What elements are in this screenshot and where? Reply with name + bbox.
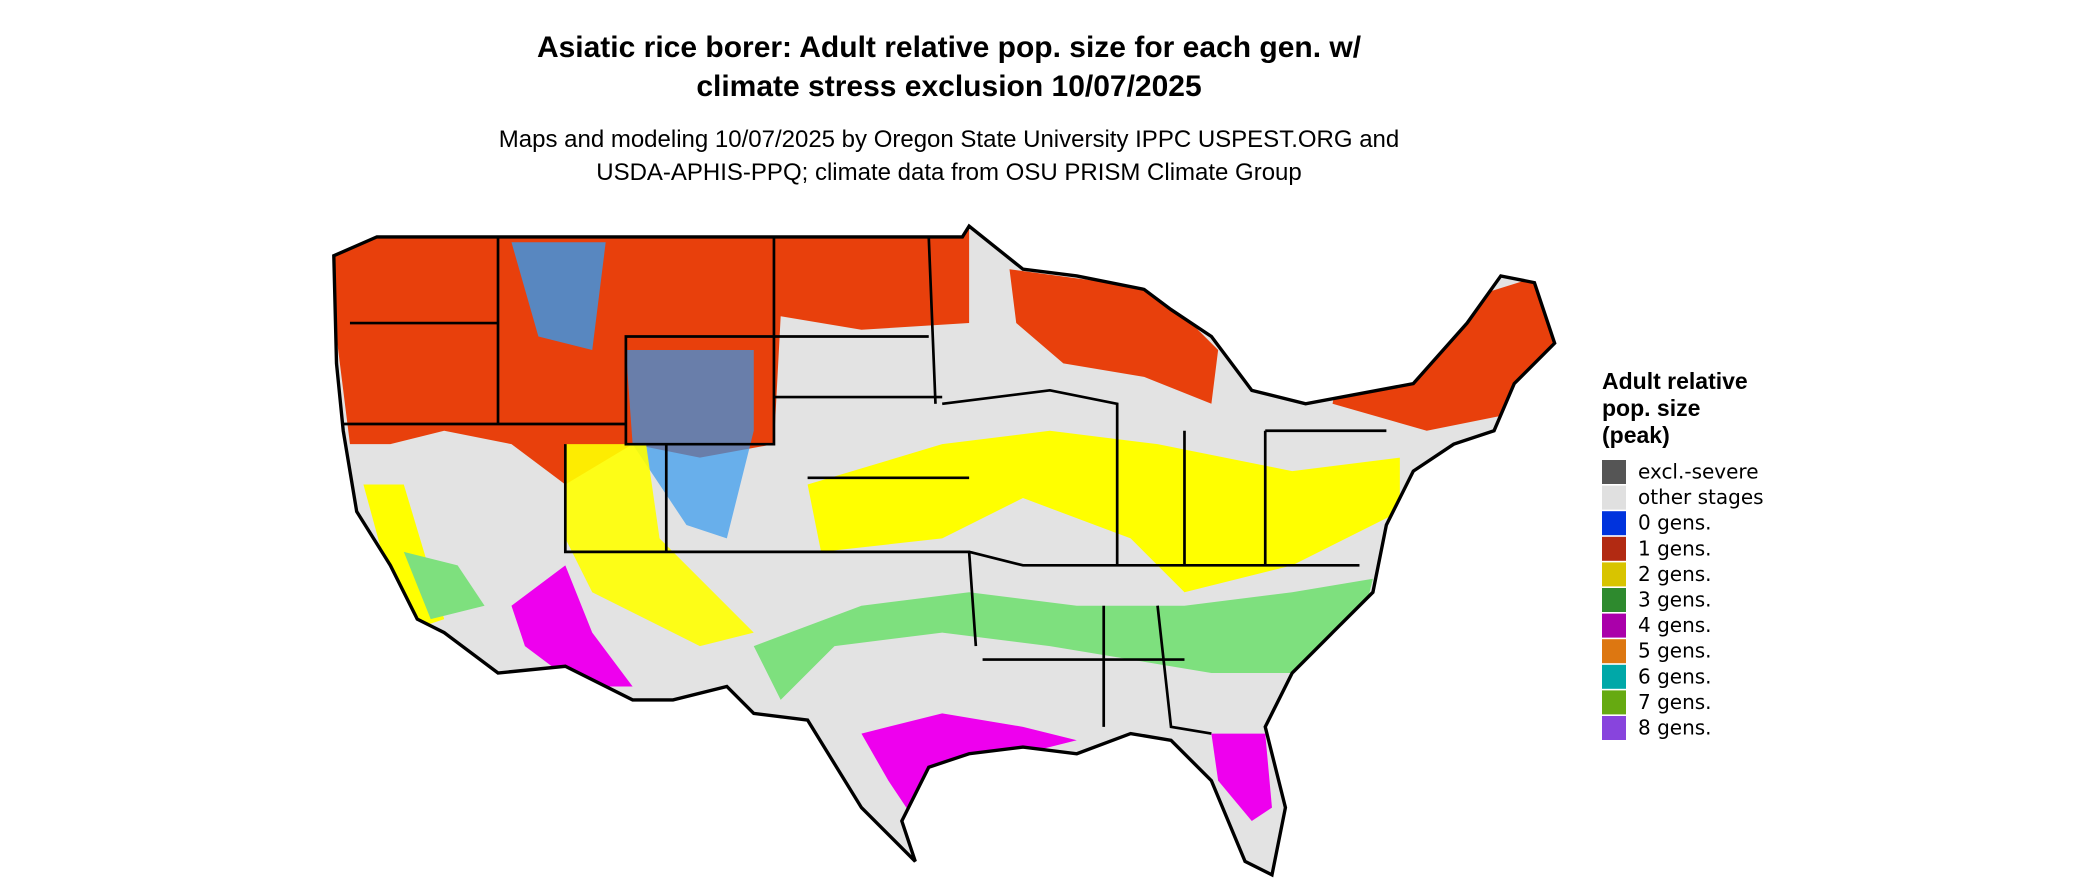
- legend-label: 0 gens.: [1638, 511, 1712, 535]
- legend-swatch: [1602, 485, 1626, 510]
- legend-swatch: [1602, 613, 1626, 638]
- legend-label: 8 gens.: [1638, 716, 1712, 740]
- subtitle-line: USDA-APHIS-PPQ; climate data from OSU PR…: [596, 159, 1302, 186]
- region-yellow: [565, 444, 754, 647]
- state-lines: [343, 236, 1387, 735]
- legend-swatch: [1602, 690, 1626, 715]
- legend-title: (peak): [1602, 422, 1670, 448]
- legend-label: 4 gens.: [1638, 613, 1712, 637]
- region-blue: [511, 242, 606, 350]
- legend-label: 2 gens.: [1638, 562, 1712, 586]
- region-magenta: [511, 565, 633, 687]
- legend-label: 3 gens.: [1638, 588, 1712, 612]
- legend-label: 7 gens.: [1638, 690, 1712, 714]
- legend-swatch: [1602, 562, 1626, 587]
- legend-swatch: [1602, 716, 1626, 740]
- region-green: [403, 551, 485, 620]
- title-line: climate stress exclusion 10/07/2025: [696, 70, 1201, 103]
- legend-label: other stages: [1638, 485, 1764, 509]
- legend-swatch: [1602, 588, 1626, 612]
- legend-label: excl.-severe: [1638, 460, 1759, 484]
- region-green: [753, 578, 1373, 700]
- legend-label: 5 gens.: [1638, 639, 1712, 663]
- legend-label: 6 gens.: [1638, 664, 1712, 688]
- legend-title: Adult relative: [1602, 368, 1748, 394]
- region-yellow: [807, 430, 1400, 593]
- legend-swatch: [1602, 664, 1626, 689]
- title-line: Asiatic rice borer: Adult relative pop. …: [537, 31, 1362, 64]
- legend-title: pop. size: [1602, 395, 1700, 421]
- legend-label: 1 gens.: [1638, 536, 1712, 560]
- legend: Adult relative pop. size (peak) excl.-se…: [1602, 368, 1764, 740]
- subtitle-line: Maps and modeling 10/07/2025 by Oregon S…: [499, 126, 1399, 153]
- legend-swatch: [1602, 511, 1626, 536]
- region-magenta: [1211, 733, 1272, 822]
- legend-swatch: [1602, 639, 1626, 664]
- legend-swatch: [1602, 460, 1626, 484]
- us-map: [332, 224, 1557, 877]
- region-red: [1332, 269, 1555, 431]
- legend-swatch: [1602, 536, 1626, 561]
